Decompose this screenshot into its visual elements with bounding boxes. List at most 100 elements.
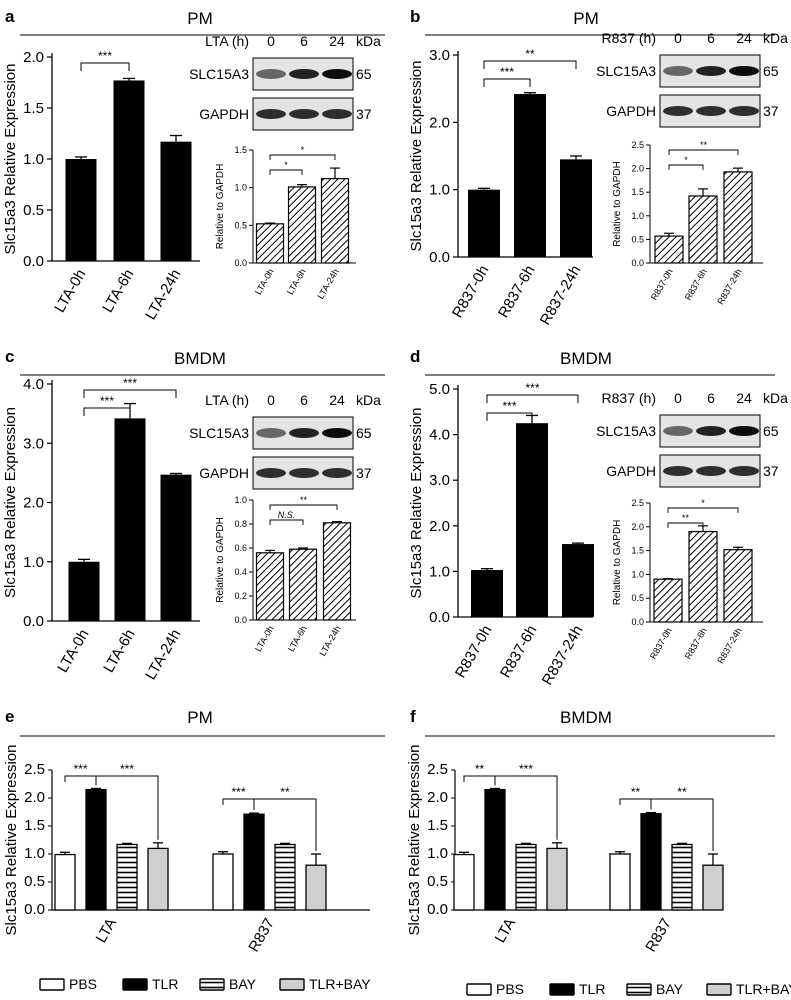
significance-label: *** [73,762,87,776]
bracket-line [83,389,177,398]
bracket-line [83,407,131,416]
legend-swatch [279,978,305,991]
bar [723,171,753,264]
bracket-line [269,169,303,175]
panel-label: f [410,707,416,726]
blot-band [289,109,319,119]
x-tick-label: LTA-6h [286,624,309,653]
y-tick-label: 0.0 [23,253,44,270]
bar [702,864,724,911]
bar [671,843,693,911]
y-tick-label: 0.0 [24,901,45,918]
legend-swatch [122,978,148,991]
bar [255,552,285,621]
blot-time-label: 24 [736,30,752,46]
significance-bracket: * [667,498,739,513]
significance-bracket: *** [486,399,533,421]
blot-band [663,66,693,76]
significance-label: *** [525,381,539,395]
bracket-line [253,798,317,851]
legend-label: TLR+BAY [309,976,371,992]
blot-size-label: 65 [356,66,372,82]
bracket-line [668,149,739,155]
y-tick-label: 1.0 [631,569,644,579]
y-tick-label: 0.0 [23,613,44,630]
y-tick-label: 0.6 [234,543,247,553]
y-tick-label: 0.0 [427,901,448,918]
panel-label: e [5,707,14,726]
y-tick-label: 2.0 [427,789,448,806]
x-tick-label: R837-6h [497,623,540,681]
bar [515,843,537,911]
blot-time-label: 24 [736,390,752,406]
y-tick-label: 0.0 [631,258,644,268]
blot-time-label: 0 [674,390,682,406]
y-tick-label: 2.0 [429,114,450,131]
blot-band [256,428,286,438]
y-tick-label: 0.5 [631,234,644,244]
blot-treatment-label: LTA (h) [205,33,249,49]
significance-bracket: *** [83,376,177,398]
bracket-line [269,154,336,160]
significance-bracket: *** [222,785,255,811]
legend-label: PBS [69,976,97,992]
y-tick-label: 4.0 [23,376,44,393]
legend-label: TLR [579,981,605,997]
blot-band [289,69,319,79]
significance-label: ** [631,785,641,799]
y-axis-label: Relative to GAPDH [612,161,623,247]
y-tick-label: 0.0 [234,615,247,625]
x-tick-label: R837-0h [452,623,495,681]
y-tick-label: 0.0 [429,249,450,266]
significance-label: *** [123,376,137,390]
y-tick-label: 1.0 [429,563,450,580]
significance-label: ** [280,785,290,799]
x-tick-label: R837-24h [537,263,585,329]
x-tick-label: R837-0h [449,263,492,321]
legend-label: PBS [496,981,524,997]
bar [68,561,100,621]
y-tick-label: 1.0 [234,183,247,193]
blot-size-label: 65 [356,425,372,441]
x-tick-label: LTA-0h [51,267,89,316]
bar [116,843,138,911]
significance-bracket: N.S. [269,510,304,525]
blot-protein-label: SLC15A3 [189,66,249,82]
bar [516,423,548,617]
y-axis-label: Slc15a3 Relative Expression [406,745,423,936]
bracket-line [222,798,255,811]
significance-label: ** [525,47,535,61]
blot-size-label: 37 [763,103,779,119]
significance-label: *** [502,399,516,413]
western-blot: LTA (h) 0 6 24 kDa SLC15A3 65 GAPDH 37 [189,392,381,490]
y-tick-label: 0.5 [24,873,45,890]
legend-label: BAY [229,976,257,992]
x-tick-label: LTA-24h [315,267,340,301]
bar [688,530,718,623]
x-tick-label: LTA-6h [100,627,138,676]
significance-bracket: ** [619,785,652,810]
blot-band [256,69,286,79]
panel-title: PM [573,9,599,28]
legend-swatch [706,983,732,996]
bar [322,522,352,621]
y-tick-label: 2.5 [631,140,644,150]
x-tick-label: LTA-0h [253,267,276,296]
y-axis-label: Slc15a3 Relative Expression [408,61,425,252]
blot-size-label: 37 [356,106,372,122]
significance-label: *** [231,785,245,799]
quantification-chart: 0.0 0.2 0.4 0.6 0.8 1.0 Relative to GAPDH LTA-0… [215,495,356,658]
significance-bracket: ** [667,513,704,528]
legend-swatch [199,978,225,991]
y-tick-label: 4.0 [429,427,450,444]
significance-bracket: *** [486,381,579,403]
legend-swatch [549,983,575,996]
panel-title: PM [187,9,213,28]
x-tick-label: R837 [245,916,278,956]
blot-band [663,106,693,116]
blot-protein-label: SLC15A3 [596,63,656,79]
y-tick-label: 2.0 [631,164,644,174]
significance-label: * [284,160,288,170]
